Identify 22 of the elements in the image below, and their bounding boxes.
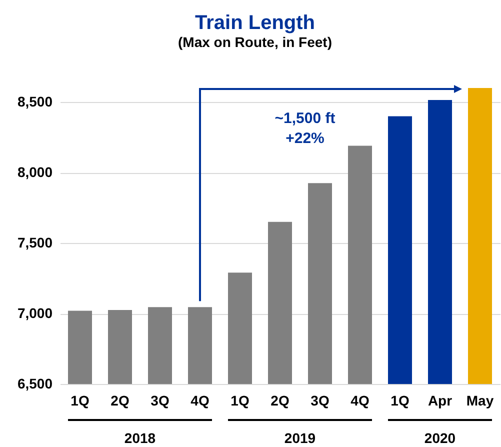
y-tick-label: 6,500	[17, 376, 53, 392]
x-tick-label: 2Q	[110, 392, 130, 408]
x-tick-label: May	[466, 392, 494, 408]
y-tick-label: 7,000	[17, 305, 53, 322]
x-tick-label: 1Q	[230, 392, 250, 408]
x-tick-label: Apr	[428, 392, 453, 408]
x-tick-label: 2Q	[270, 392, 290, 408]
y-tick-label: 7,500	[17, 234, 53, 251]
y-tick-label: 8,500	[17, 94, 53, 110]
annotation: ~1,500 ft +22%	[274, 110, 336, 147]
text: 2020	[424, 430, 456, 446]
text: 2019	[284, 430, 316, 446]
x-tick-label: 4Q	[190, 392, 210, 408]
x-tick-label: 3Q	[150, 392, 170, 408]
text: 2018	[124, 430, 156, 446]
chart-title: Train Length	[195, 12, 315, 34]
chart-subtitle: (Max on Route, in Feet)	[178, 34, 332, 50]
x-tick-label: 1Q	[390, 392, 410, 408]
y-tick-label: 8,000	[17, 164, 53, 180]
x-tick-label: 4Q	[350, 392, 370, 408]
x-tick-label: 3Q	[310, 392, 330, 408]
x-tick-label: 1Q	[70, 392, 90, 408]
